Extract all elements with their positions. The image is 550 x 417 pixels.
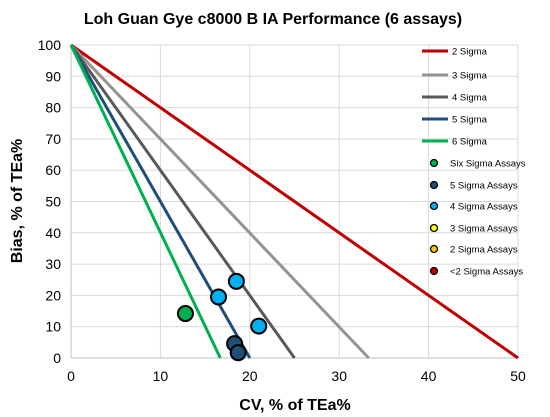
x-tick-label: 50 bbox=[510, 368, 526, 384]
legend-marker-swatch bbox=[429, 244, 439, 254]
y-tick-label: 20 bbox=[45, 287, 61, 303]
legend-marker-swatch bbox=[429, 201, 439, 211]
y-tick-label: 100 bbox=[38, 37, 62, 53]
x-tick-label: 40 bbox=[421, 368, 437, 384]
assay-points bbox=[176, 272, 268, 362]
assay-point bbox=[176, 305, 194, 323]
legend-marker-swatch bbox=[429, 180, 439, 190]
sigma-line-1 bbox=[70, 43, 519, 360]
y-tick-label: 0 bbox=[53, 350, 61, 366]
sigma-line-3 bbox=[69, 44, 296, 359]
x-tick-label: 30 bbox=[331, 368, 347, 384]
legend-marker-swatch bbox=[429, 223, 439, 233]
sigma-lines bbox=[69, 43, 519, 360]
legend-marker-label: Six Sigma Assays bbox=[450, 159, 526, 170]
y-tick-label: 60 bbox=[45, 162, 61, 178]
legend-marker-label: 4 Sigma Assays bbox=[450, 202, 518, 213]
y-tick-label: 90 bbox=[45, 68, 61, 84]
legend: 2 Sigma 3 Sigma 4 Sigma 5 Sigma 6 Sigma Six S… bbox=[422, 47, 526, 278]
x-axis-title: CV, % of TEa% bbox=[239, 397, 350, 414]
legend-marker-label: <2 Sigma Assays bbox=[450, 267, 523, 278]
x-tick-label: 10 bbox=[153, 368, 169, 384]
y-tick-label: 50 bbox=[45, 194, 61, 210]
tick-labels: 0 10 20 30 40 50 60 70 80 90 100 0 10 20 30 40 50 bbox=[38, 37, 526, 384]
chart-title: Loh Guan Gye c8000 B IA Performance (6 a… bbox=[84, 11, 462, 28]
legend-line-label: 6 Sigma bbox=[452, 137, 488, 148]
sigma-line-4 bbox=[69, 44, 252, 359]
assay-point bbox=[229, 344, 247, 362]
legend-line-label: 3 Sigma bbox=[452, 71, 488, 82]
y-tick-label: 70 bbox=[45, 131, 61, 147]
assay-point bbox=[210, 288, 228, 306]
legend-marker-swatch bbox=[429, 158, 439, 168]
assay-point bbox=[227, 272, 245, 290]
legend-marker-label: 3 Sigma Assays bbox=[450, 224, 518, 235]
legend-line-label: 4 Sigma bbox=[452, 93, 488, 104]
y-tick-label: 80 bbox=[45, 100, 61, 116]
legend-marker-swatch bbox=[429, 266, 439, 276]
y-tick-label: 30 bbox=[45, 256, 61, 272]
x-tick-label: 0 bbox=[67, 368, 75, 384]
assay-point bbox=[250, 317, 268, 335]
legend-marker-label: 5 Sigma Assays bbox=[450, 181, 518, 192]
legend-line-label: 5 Sigma bbox=[452, 115, 488, 126]
y-tick-label: 40 bbox=[45, 225, 61, 241]
sigma-line-5 bbox=[69, 44, 222, 359]
legend-line-label: 2 Sigma bbox=[452, 47, 488, 58]
x-tick-label: 20 bbox=[242, 368, 258, 384]
y-axis-title: Bias, % of TEa% bbox=[9, 139, 26, 263]
legend-marker-label: 2 Sigma Assays bbox=[450, 245, 518, 256]
y-tick-label: 10 bbox=[45, 319, 61, 335]
sigma-line-2 bbox=[69, 43, 370, 360]
